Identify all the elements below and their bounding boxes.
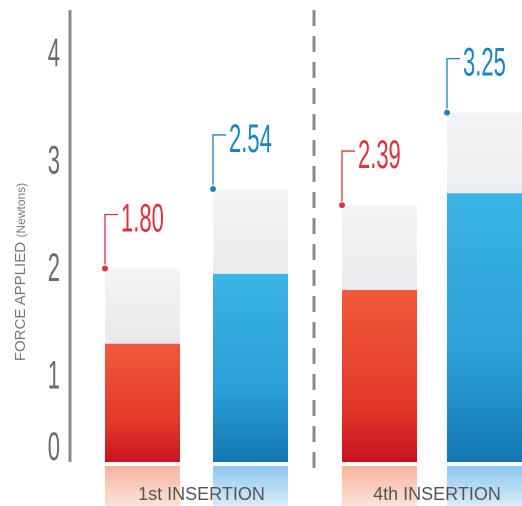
y-tick-label: 4 [48, 30, 60, 75]
bar-value-label: 3.25 [463, 40, 506, 85]
value-leader-line [341, 150, 355, 202]
y-axis-title-main: FORCE APPLIED [12, 242, 29, 361]
y-tick-label: 3 [48, 138, 60, 183]
bars: 1.80 2.54 2.39 3.25 [102, 40, 522, 462]
y-ticks: 0 1 2 3 4 [48, 30, 60, 469]
bar-value-label: 1.80 [121, 196, 164, 241]
bar-value-label: 2.54 [229, 116, 272, 161]
value-leader-line [104, 213, 118, 265]
value-marker-dot [210, 185, 216, 192]
bar-fill [213, 273, 288, 462]
category-strip-red [105, 466, 180, 506]
category-strip-blue [447, 466, 522, 506]
y-axis-title-unit: (Newtons) [14, 183, 28, 238]
value-leader-line [212, 134, 226, 185]
value-marker-dot [444, 109, 450, 116]
y-tick-label: 2 [48, 245, 60, 290]
category-strip-red [342, 466, 417, 506]
bar-fill [342, 290, 417, 462]
bar-value-label: 2.39 [358, 132, 401, 177]
value-marker-dot [102, 265, 108, 272]
category-label: 1st INSERTION [138, 484, 265, 504]
y-tick-label: 0 [48, 424, 60, 469]
y-tick-label: 1 [48, 353, 60, 398]
category-label: 4th INSERTION [373, 484, 501, 504]
bar-fill [447, 193, 522, 462]
value-leader-line [446, 57, 460, 109]
bar-fill [105, 343, 180, 462]
category-strip-blue [213, 466, 288, 506]
y-axis-title: FORCE APPLIED (Newtons) [12, 183, 29, 361]
value-marker-dot [339, 202, 345, 209]
category-labels: 1st INSERTION 4th INSERTION [105, 466, 522, 506]
